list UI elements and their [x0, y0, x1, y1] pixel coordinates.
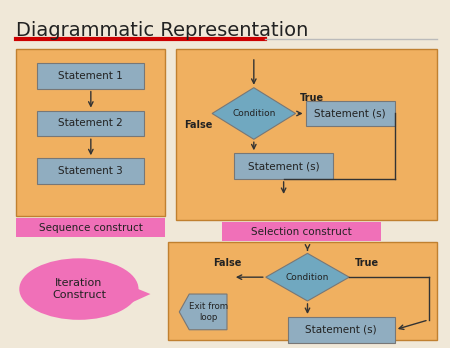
- Polygon shape: [266, 253, 349, 301]
- FancyBboxPatch shape: [168, 243, 436, 340]
- FancyBboxPatch shape: [16, 49, 165, 216]
- FancyBboxPatch shape: [37, 111, 144, 136]
- Text: Condition: Condition: [232, 109, 275, 118]
- Text: Statement (s): Statement (s): [248, 161, 320, 171]
- FancyBboxPatch shape: [222, 222, 381, 242]
- Text: Statement 2: Statement 2: [58, 118, 123, 128]
- FancyBboxPatch shape: [16, 218, 165, 237]
- Polygon shape: [212, 88, 296, 139]
- Text: Statement (s): Statement (s): [315, 109, 386, 118]
- FancyBboxPatch shape: [306, 101, 395, 126]
- Text: Exit from
loop: Exit from loop: [189, 302, 228, 322]
- FancyBboxPatch shape: [234, 153, 333, 179]
- Text: Iteration
Construct: Iteration Construct: [52, 278, 106, 300]
- Text: False: False: [184, 120, 213, 130]
- Polygon shape: [129, 285, 150, 304]
- Text: False: False: [213, 258, 242, 268]
- Text: Selection construct: Selection construct: [251, 227, 352, 237]
- Polygon shape: [179, 294, 227, 330]
- Text: True: True: [355, 258, 379, 268]
- Text: Condition: Condition: [286, 273, 329, 282]
- FancyBboxPatch shape: [37, 158, 144, 184]
- FancyBboxPatch shape: [37, 63, 144, 89]
- FancyBboxPatch shape: [288, 317, 395, 343]
- Text: Sequence construct: Sequence construct: [39, 223, 143, 232]
- Text: Statement 1: Statement 1: [58, 71, 123, 81]
- Ellipse shape: [19, 258, 139, 320]
- Text: Statement 3: Statement 3: [58, 166, 123, 176]
- Text: Diagrammatic Representation: Diagrammatic Representation: [16, 21, 309, 40]
- Text: True: True: [300, 93, 324, 103]
- FancyBboxPatch shape: [176, 49, 436, 220]
- Text: Statement (s): Statement (s): [306, 325, 377, 335]
